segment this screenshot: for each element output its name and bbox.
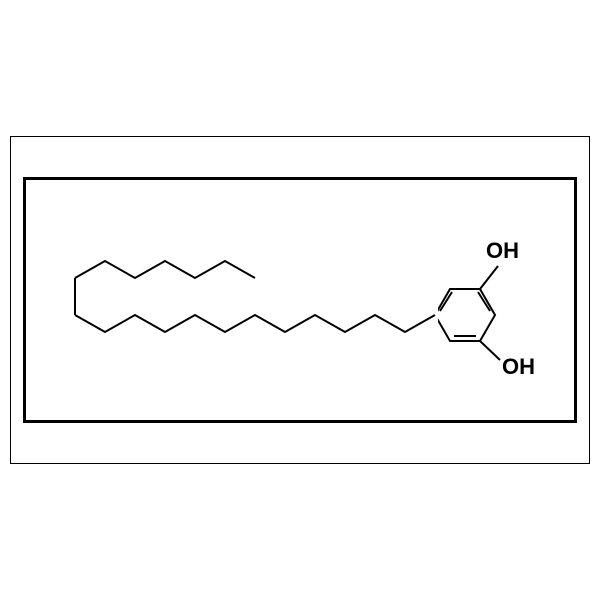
bond-to-oh-top bbox=[480, 266, 498, 289]
benzene-ring bbox=[435, 289, 495, 341]
inner-frame: OH OH bbox=[23, 177, 577, 423]
oh-label-bottom: OH bbox=[502, 354, 535, 379]
bond-to-oh-bottom bbox=[480, 341, 500, 360]
alkyl-chain-wrapped bbox=[40, 240, 438, 340]
outer-frame: OH OH bbox=[10, 136, 590, 464]
ring-hexagon bbox=[435, 289, 495, 341]
oh-label-top: OH bbox=[486, 238, 519, 263]
molecule-diagram: OH OH bbox=[40, 200, 560, 400]
